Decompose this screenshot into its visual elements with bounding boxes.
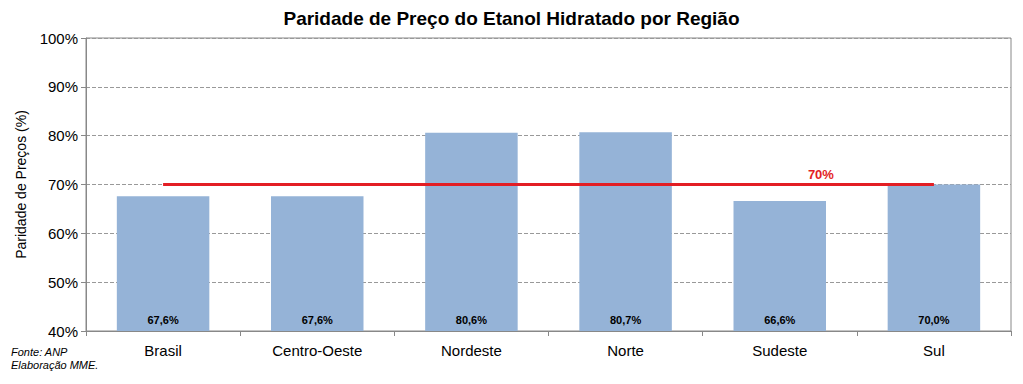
svg-text:50%: 50% xyxy=(48,274,78,291)
svg-text:80,6%: 80,6% xyxy=(456,314,487,326)
svg-text:80,7%: 80,7% xyxy=(610,314,641,326)
svg-text:Fonte: ANP: Fonte: ANP xyxy=(11,346,68,358)
svg-text:40%: 40% xyxy=(48,323,78,340)
svg-text:90%: 90% xyxy=(48,78,78,95)
svg-text:Elaboração MME.: Elaboração MME. xyxy=(11,359,98,371)
svg-text:70,0%: 70,0% xyxy=(918,314,949,326)
svg-text:70%: 70% xyxy=(48,176,78,193)
svg-text:60%: 60% xyxy=(48,225,78,242)
svg-text:80%: 80% xyxy=(48,127,78,144)
svg-text:Brasil: Brasil xyxy=(144,342,182,359)
svg-text:Nordeste: Nordeste xyxy=(441,342,502,359)
svg-text:Paridade de Preço do Etanol Hi: Paridade de Preço do Etanol Hidratado po… xyxy=(283,8,739,29)
svg-text:100%: 100% xyxy=(40,30,78,47)
svg-text:Centro-Oeste: Centro-Oeste xyxy=(272,342,362,359)
svg-text:67,6%: 67,6% xyxy=(302,314,333,326)
svg-text:67,6%: 67,6% xyxy=(147,314,178,326)
svg-text:Sul: Sul xyxy=(923,342,945,359)
svg-text:70%: 70% xyxy=(808,167,834,182)
svg-text:66,6%: 66,6% xyxy=(764,314,795,326)
svg-text:Paridade de Preços (%): Paridade de Preços (%) xyxy=(13,110,29,259)
svg-text:Norte: Norte xyxy=(607,342,644,359)
svg-text:Sudeste: Sudeste xyxy=(752,342,807,359)
